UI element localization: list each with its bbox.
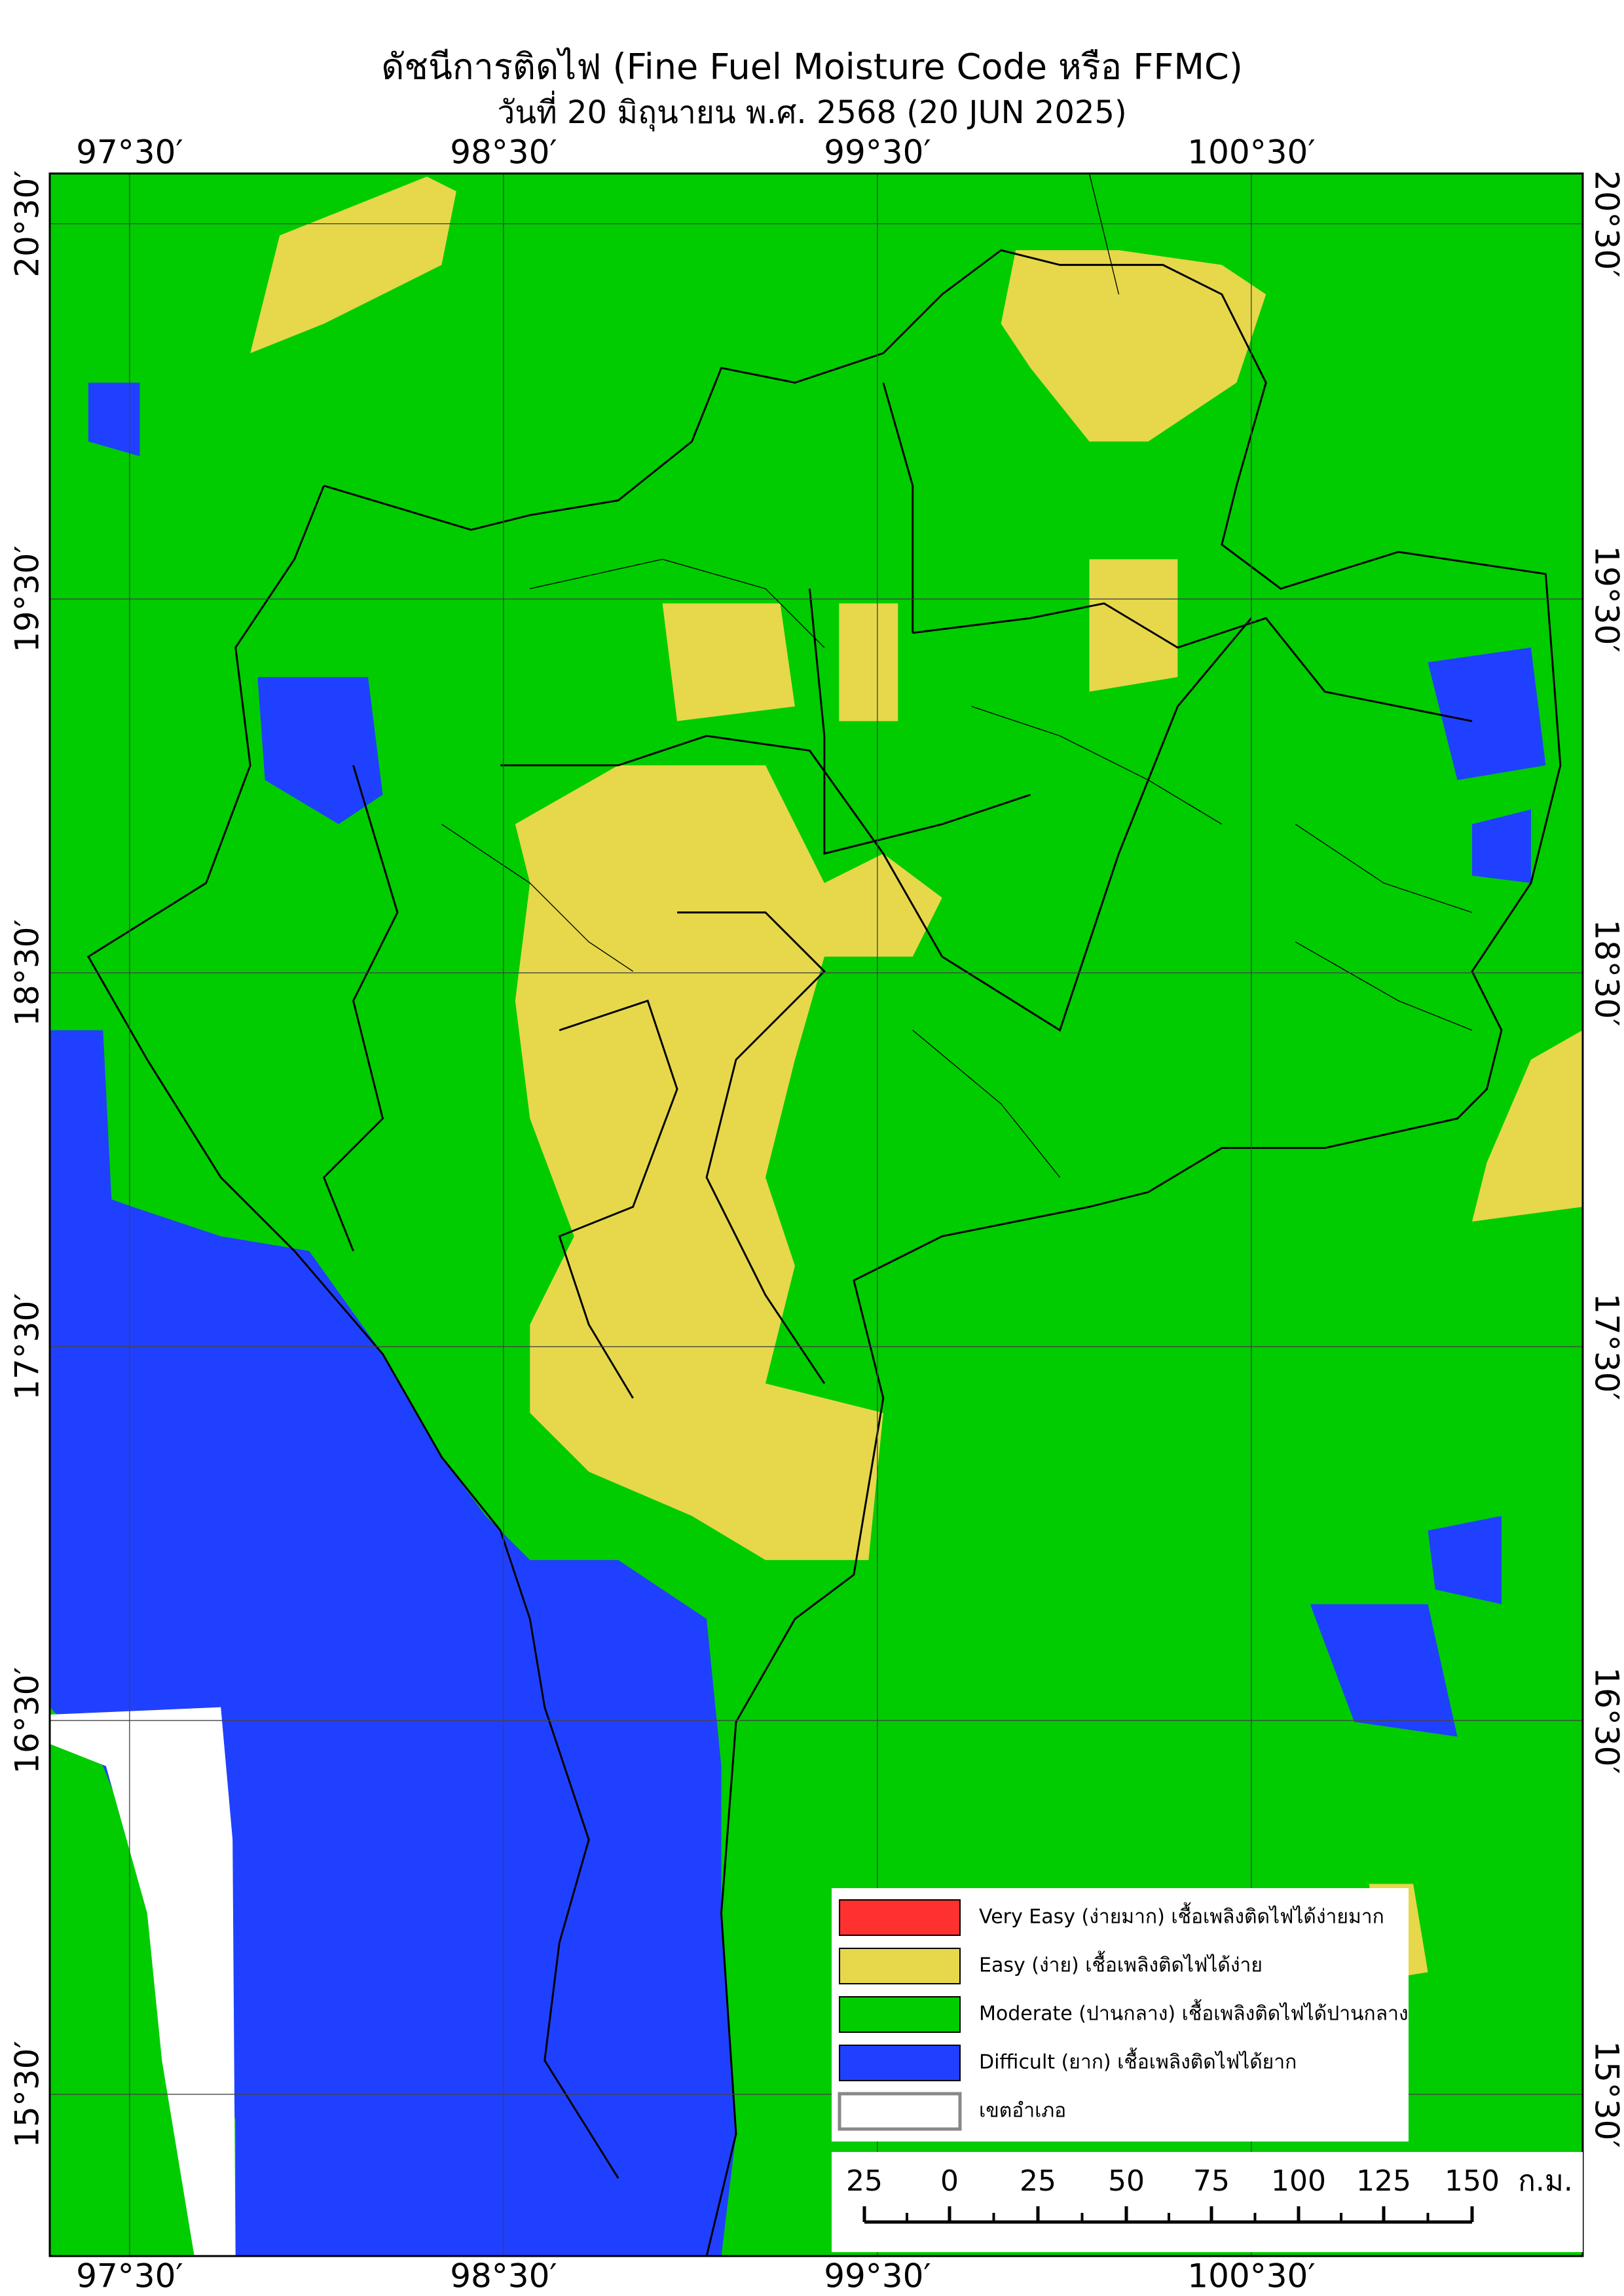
scale-label: 150 xyxy=(1445,2164,1500,2198)
legend-swatch xyxy=(839,1996,961,2033)
latitude-label: 18°30′ xyxy=(9,919,46,1027)
legend-label: Very Easy (ง่ายมาก) เชื้อเพลิงติดไฟได้ง่… xyxy=(979,1903,1384,1929)
easy-area xyxy=(662,603,795,721)
easy-area xyxy=(1089,559,1178,692)
scale-unit: ก.ม. xyxy=(1518,2164,1573,2198)
scale-label: 25 xyxy=(846,2164,883,2198)
difficult-area xyxy=(1428,647,1546,780)
scale-bar: ก.ม. 25 0 25 50 75 100 125 150 xyxy=(832,2152,1583,2252)
legend-label: เขตอำเภอ xyxy=(979,2100,1066,2123)
latitude-label: 15°30′ xyxy=(9,2041,46,2148)
longitude-label: 97°30′ xyxy=(76,134,183,172)
scale-label: 75 xyxy=(1193,2164,1230,2198)
legend-swatch xyxy=(839,1948,961,1984)
map-area xyxy=(48,172,1584,2257)
scale-label: 100 xyxy=(1271,2164,1326,2198)
scale-box xyxy=(832,2152,1583,2252)
difficult-area xyxy=(88,382,140,456)
coordinate-labels: 97°30′ 97°30′ 98°30′ 98°30′ 99°30′ 99°30′ 100°… xyxy=(9,134,1624,2295)
legend-swatch xyxy=(838,2092,962,2131)
longitude-label: 98°30′ xyxy=(450,134,557,172)
latitude-label: 16°30′ xyxy=(1588,1667,1624,1774)
easy-area xyxy=(1001,250,1266,442)
scale-label: 0 xyxy=(940,2164,959,2198)
difficult-area xyxy=(1428,1516,1502,1605)
legend-label: Moderate (ปานกลาง) เชื้อเพลิงติดไฟได้ปาน… xyxy=(979,1999,1409,2026)
legend-swatch xyxy=(839,2045,961,2081)
legend-label: Difficult (ยาก) เชื้อเพลิงติดไฟได้ยาก xyxy=(979,2048,1297,2074)
longitude-label: 97°30′ xyxy=(76,2257,183,2295)
subtitle: วันที่ 20 มิถุนายน พ.ศ. 2568 (20 JUN 202… xyxy=(497,90,1126,132)
scale-label: 25 xyxy=(1020,2164,1056,2198)
longitude-label: 100°30′ xyxy=(1187,134,1315,172)
easy-area xyxy=(1472,1030,1583,1222)
longitude-label: 99°30′ xyxy=(824,2257,931,2295)
latitude-label: 16°30′ xyxy=(9,1667,46,1774)
longitude-label: 99°30′ xyxy=(824,134,931,172)
difficult-area xyxy=(50,1030,118,1325)
map-frame xyxy=(48,172,1584,2257)
district-boundaries xyxy=(86,249,1562,2257)
latitude-label: 15°30′ xyxy=(1588,2041,1624,2148)
latitude-label: 17°30′ xyxy=(1588,1293,1624,1400)
latitude-label: 19°30′ xyxy=(9,545,46,653)
latitude-label: 20°30′ xyxy=(9,170,46,278)
easy-area xyxy=(839,603,898,721)
sea xyxy=(50,1707,236,2257)
legend: Very Easy (ง่ายมาก) เชื้อเพลิงติดไฟได้ง่… xyxy=(832,1888,1409,2141)
longitude-label: 100°30′ xyxy=(1187,2257,1315,2295)
longitude-label: 98°30′ xyxy=(450,2257,557,2295)
latitude-label: 20°30′ xyxy=(1588,170,1624,278)
latitude-label: 19°30′ xyxy=(1588,545,1624,653)
map-shapes xyxy=(50,173,1583,2257)
legend-label: Easy (ง่าย) เชื้อเพลิงติดไฟได้ง่าย xyxy=(979,1951,1263,1977)
scale-label: 125 xyxy=(1356,2164,1411,2198)
legend-swatch xyxy=(839,1899,961,1936)
latitude-label: 17°30′ xyxy=(9,1293,46,1400)
difficult-area xyxy=(1310,1604,1458,1737)
graticule xyxy=(50,173,1583,2257)
subdistrict-boundaries xyxy=(441,173,1473,1178)
title: ดัชนีการติดไฟ (Fine Fuel Moisture Code ห… xyxy=(381,46,1243,88)
latitude-label: 18°30′ xyxy=(1588,919,1624,1027)
easy-area xyxy=(250,176,456,354)
difficult-area xyxy=(1472,809,1531,883)
difficult-area xyxy=(257,677,383,824)
scale-label: 50 xyxy=(1108,2164,1145,2198)
